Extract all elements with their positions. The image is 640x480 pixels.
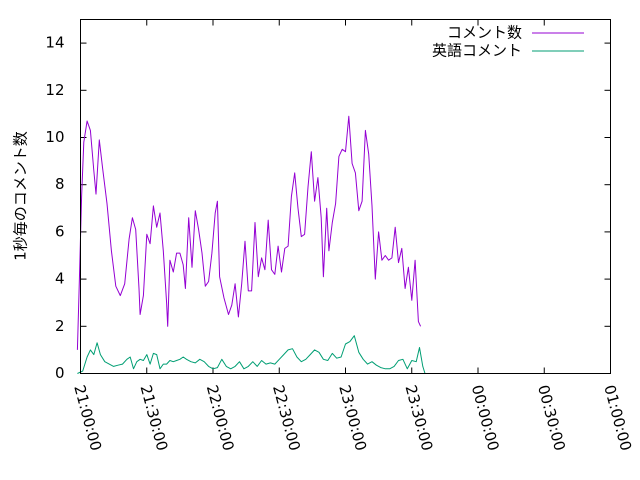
y-tick-label: 12 bbox=[45, 81, 64, 99]
y-tick-label: 14 bbox=[45, 34, 64, 52]
y-axis-label-group: 1秒毎のコメント数 bbox=[12, 131, 30, 261]
y-tick-label: 10 bbox=[45, 128, 64, 146]
y-tick-label: 2 bbox=[55, 317, 65, 335]
y-tick-label: 6 bbox=[55, 222, 65, 240]
legend-label-2: 英語コメント bbox=[432, 42, 522, 60]
series-lines bbox=[76, 115, 426, 374]
y-tick-label: 4 bbox=[55, 270, 65, 288]
y-tick-label: 0 bbox=[55, 364, 65, 382]
y-tick-label: 8 bbox=[55, 175, 65, 193]
series-line-1 bbox=[76, 115, 422, 350]
y-axis-label: 1秒毎のコメント数 bbox=[12, 131, 30, 261]
series-line-2 bbox=[77, 335, 426, 374]
plot-frame bbox=[80, 19, 611, 374]
legend-label-1: コメント数 bbox=[447, 24, 522, 42]
